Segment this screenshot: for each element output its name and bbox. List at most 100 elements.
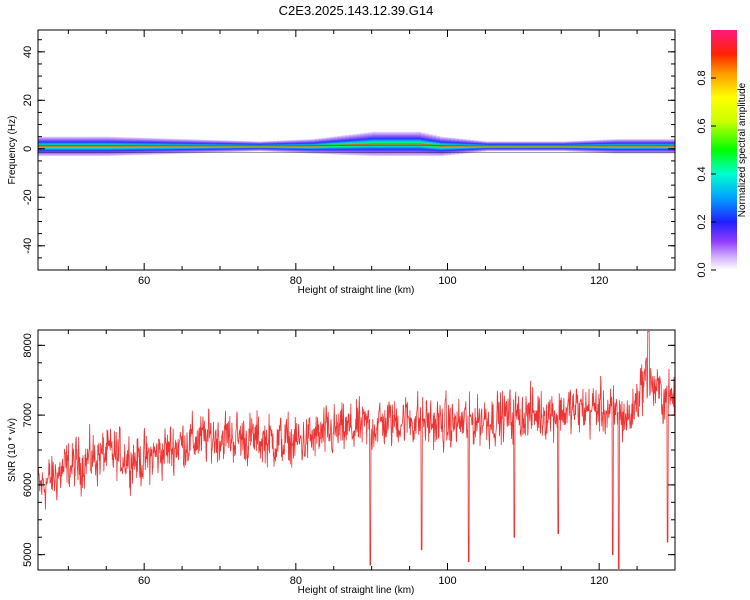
spectrogram-cell — [398, 131, 403, 157]
spectrogram-cell — [329, 136, 335, 155]
spectrogram-cell — [56, 136, 62, 157]
spectrogram-cell — [132, 137, 138, 156]
spectrogram-cell — [538, 141, 543, 152]
spectrogram-cell — [621, 139, 627, 154]
spectrogram-cell — [652, 139, 657, 154]
spectrogram-cell — [648, 139, 653, 154]
spectrogram-cell — [83, 136, 88, 157]
spectrogram-cell — [314, 138, 320, 154]
spectrogram-cell — [220, 140, 225, 153]
y-tick-label: 20 — [22, 94, 34, 106]
spectrogram-cell — [485, 141, 490, 152]
spectrogram-cell — [75, 136, 81, 157]
spectrogram-cell — [496, 141, 502, 152]
snr-panel: 60 80 100 120 5000 6000 7000 8000 Height of str… — [7, 329, 676, 596]
spectrogram-cell — [174, 138, 179, 154]
colorbar-tick-label: 0.6 — [696, 118, 708, 133]
spectrogram-cell — [216, 140, 221, 153]
spectrogram-cell — [656, 139, 661, 154]
figure-title: C2E3.2025.143.12.39.G14 — [279, 3, 434, 18]
spectrogram-cell — [276, 140, 282, 153]
spectrogram-cell — [182, 139, 187, 154]
spectrogram-cell — [140, 137, 145, 155]
spectrogram-cell — [246, 141, 251, 152]
spectrogram-cell — [455, 138, 460, 155]
spectrogram-cell — [307, 139, 312, 154]
spectrogram-cell — [409, 131, 414, 157]
x-tick-label: 80 — [290, 275, 302, 287]
spectrogram-cell — [144, 137, 149, 155]
spectrogram-cell — [659, 139, 665, 154]
spectrogram-cell — [41, 136, 47, 157]
spectrogram-band — [38, 131, 675, 157]
spectrogram-cell — [572, 140, 578, 152]
spectrogram-cell — [257, 141, 263, 152]
spectrogram-cell — [527, 141, 532, 152]
spectrogram-cell — [197, 139, 202, 154]
spectrogram-panel: 60 80 100 120 -40 -20 0 20 40 Height of straight… — [7, 29, 676, 296]
spectrogram-cell — [129, 137, 134, 156]
spectrogram-cell — [568, 141, 574, 152]
spectrogram-cell — [64, 136, 69, 157]
spectrogram-cell — [640, 139, 646, 154]
spectrogram-cell — [644, 139, 650, 154]
spectrogram-cell — [189, 139, 195, 154]
spectrogram-cell — [303, 139, 308, 154]
spectrogram-cell — [432, 135, 437, 157]
spectrogram-cell — [91, 136, 96, 157]
spectrogram-cell — [185, 139, 191, 154]
spectrogram-cell — [159, 138, 164, 155]
y-tick-label: 40 — [22, 46, 34, 58]
colorbar-tick-label: 0.0 — [696, 262, 708, 277]
spectrogram-cell — [284, 140, 289, 153]
y-tick-label: 8000 — [22, 333, 34, 357]
spectrogram-cell — [534, 141, 540, 152]
spectrogram-cell — [261, 141, 267, 152]
spectrogram-cell — [595, 139, 600, 153]
spectrogram-ticks: 60 80 100 120 -40 -20 0 20 40 — [22, 30, 676, 287]
spectrogram-cell — [68, 136, 73, 157]
spectrogram-cell — [193, 139, 198, 154]
spectrogram-cell — [352, 134, 358, 156]
spectrogram-cell — [383, 131, 388, 157]
x-tick-label: 60 — [138, 275, 150, 287]
spectrogram-cell — [500, 141, 505, 152]
y-tick-label: 7000 — [22, 403, 34, 427]
spectrogram-cell — [606, 139, 612, 154]
colorbar-tick-label: 0.2 — [696, 214, 708, 229]
spectrogram-cell — [477, 140, 483, 153]
spectrogram-cell — [49, 136, 54, 157]
colorbar-gradient — [711, 30, 737, 270]
spectrogram-cell — [238, 140, 244, 152]
spectrogram-cell — [402, 131, 407, 157]
colorbar-tick-label: 0.8 — [696, 70, 708, 85]
spectrogram-cell — [625, 139, 631, 154]
spectrogram-cell — [295, 139, 301, 153]
spectrogram-cell — [242, 141, 248, 152]
spectrogram-cell — [87, 136, 92, 157]
x-tick-label: 100 — [438, 275, 456, 287]
spectrogram-cell — [163, 138, 168, 155]
spectrogram-cell — [94, 136, 100, 157]
spectrogram-cell — [273, 140, 278, 152]
spectrogram-cell — [292, 139, 297, 153]
spectrogram-cell — [53, 136, 58, 157]
spectrogram-cell — [553, 141, 559, 152]
spectrogram-xlabel: Height of straight line (km) — [298, 285, 415, 296]
spectrogram-cell — [360, 133, 365, 156]
spectrogram-cell — [98, 136, 104, 157]
spectrogram-cell — [599, 139, 604, 153]
spectrogram-cell — [371, 131, 377, 157]
spectrogram-cell — [443, 137, 449, 156]
spectrogram-cell — [561, 141, 566, 152]
spectrogram-cell — [280, 140, 286, 153]
spectrogram-cell — [663, 139, 669, 154]
spectrogram-cell — [584, 140, 589, 153]
spectrogram-cell — [394, 131, 399, 157]
spectrogram-cell — [667, 139, 672, 154]
spectrogram-cell — [375, 131, 380, 157]
spectrogram-cell — [364, 132, 369, 156]
x-tick-label: 60 — [138, 575, 150, 587]
spectrogram-cell — [462, 139, 468, 154]
